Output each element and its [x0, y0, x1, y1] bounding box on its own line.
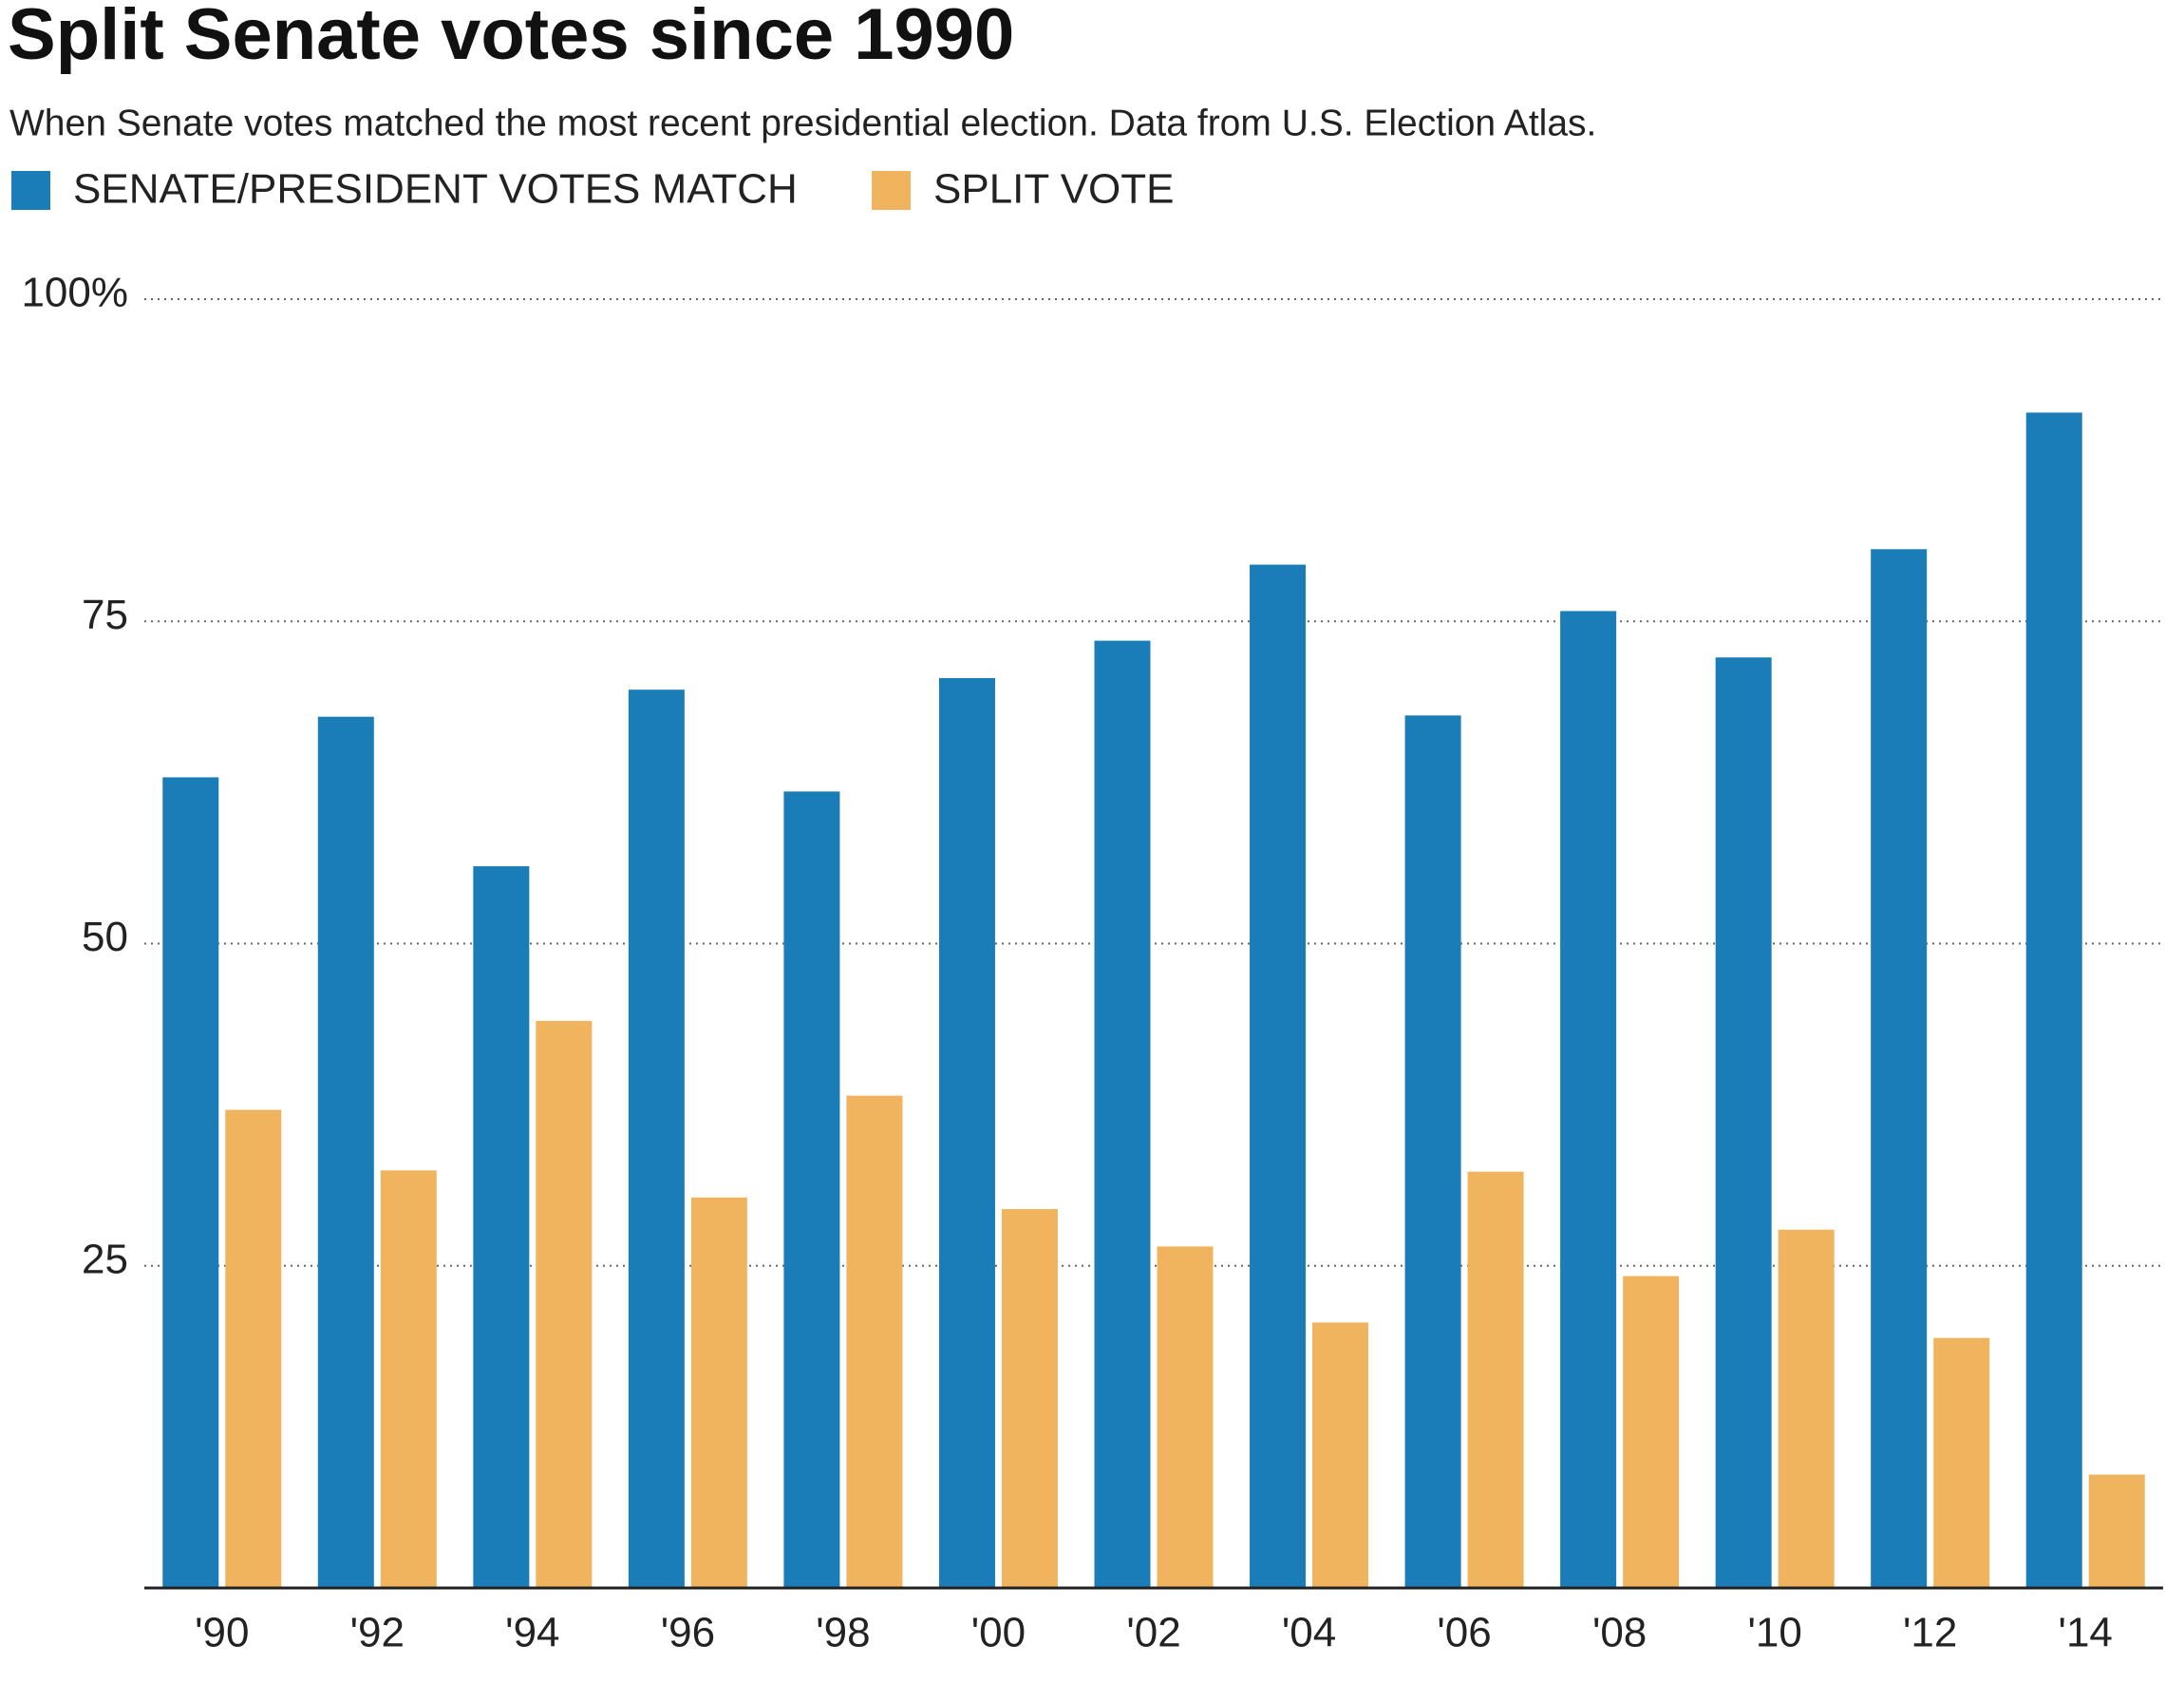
y-tick-label: 50: [82, 914, 128, 960]
bar: [1560, 611, 1617, 1588]
bar: [1933, 1337, 1990, 1588]
bar: [846, 1095, 903, 1588]
bar: [2088, 1474, 2145, 1588]
legend-swatch: [872, 171, 911, 210]
bar: [536, 1020, 593, 1588]
bar: [1467, 1171, 1524, 1588]
x-tick-label: '04: [1282, 1610, 1336, 1656]
chart-title: Split Senate votes since 1990: [8, 0, 1014, 75]
bar: [1157, 1246, 1214, 1588]
bar: [1404, 715, 1461, 1588]
x-tick-label: '00: [971, 1610, 1026, 1656]
bar: [1715, 657, 1772, 1588]
x-tick-label: '98: [816, 1610, 870, 1656]
bar: [317, 716, 374, 1588]
bar: [225, 1109, 282, 1588]
bar: [1250, 564, 1307, 1588]
y-tick-label: 25: [82, 1236, 128, 1282]
x-tick-label: '94: [505, 1610, 559, 1656]
bar: [783, 791, 840, 1588]
bar: [1871, 549, 1928, 1588]
y-tick-label: 75: [82, 592, 128, 638]
x-tick-label: '96: [661, 1610, 715, 1656]
bar: [690, 1197, 747, 1588]
bar: [380, 1170, 437, 1588]
bar: [1778, 1229, 1835, 1588]
bar: [2025, 412, 2082, 1588]
x-tick-label: '10: [1747, 1610, 1801, 1656]
bar: [473, 866, 530, 1588]
x-tick-label: '12: [1903, 1610, 1957, 1656]
chart-subtitle: When Senate votes matched the most recen…: [9, 103, 1596, 143]
x-tick-label: '02: [1126, 1610, 1180, 1656]
legend-label: SENATE/PRESIDENT VOTES MATCH: [73, 166, 798, 213]
bar: [162, 777, 219, 1588]
x-tick-label: '92: [350, 1610, 405, 1656]
x-tick-label: '06: [1437, 1610, 1491, 1656]
bar: [1312, 1322, 1369, 1588]
bar: [628, 690, 685, 1588]
x-tick-label: '90: [195, 1610, 249, 1656]
bar: [1001, 1209, 1058, 1588]
bar: [1094, 640, 1151, 1588]
legend-label: SPLIT VOTE: [933, 166, 1175, 213]
bar: [1623, 1276, 1680, 1588]
y-tick-label: 100%: [21, 270, 128, 316]
legend-swatch: [11, 171, 50, 210]
x-tick-label: '14: [2059, 1610, 2113, 1656]
x-tick-label: '08: [1592, 1610, 1647, 1656]
bar: [938, 677, 995, 1588]
